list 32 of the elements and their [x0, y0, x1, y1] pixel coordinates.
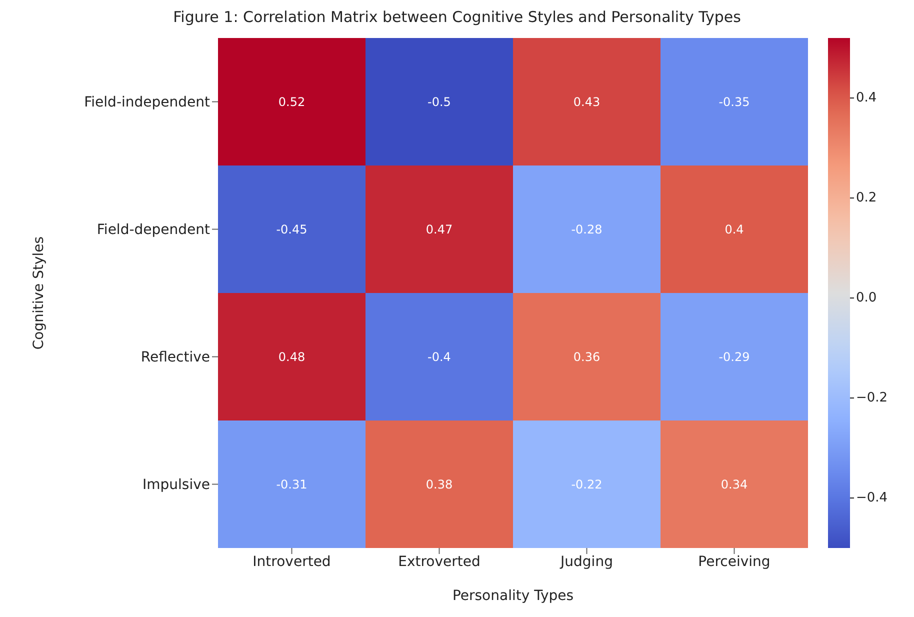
data-label: 0.47	[426, 222, 453, 236]
y-tick-label: Field-independent	[84, 94, 210, 111]
data-label: 0.52	[278, 94, 306, 109]
data-label: -0.29	[718, 350, 750, 364]
data-label: 0.34	[720, 477, 748, 492]
data-label: -0.45	[276, 222, 308, 236]
y-axis-title: Cognitive Styles	[30, 236, 47, 350]
color-bar-label: −0.2	[856, 390, 888, 406]
y-tick-label: Field-dependent	[96, 222, 210, 238]
data-label: 0.43	[573, 94, 600, 109]
data-label: 0.48	[278, 350, 306, 364]
x-tick-label: Introverted	[252, 554, 331, 570]
data-label: -0.31	[276, 477, 308, 492]
chart-title: Figure 1: Correlation Matrix between Cognitive Styles and Personality Types	[172, 8, 742, 28]
y-tick-label: Reflective	[140, 350, 210, 366]
data-label: -0.4	[428, 350, 451, 364]
data-label: -0.22	[571, 477, 602, 492]
data-label: -0.5	[428, 94, 451, 109]
data-label: -0.35	[718, 94, 750, 109]
data-label: 0.4	[724, 222, 744, 236]
color-bar-label: 0.4	[856, 90, 877, 106]
data-label: 0.36	[573, 350, 600, 364]
x-tick-label: Judging	[560, 554, 613, 570]
data-label: -0.28	[571, 222, 602, 236]
color-bar-label: −0.4	[856, 490, 888, 506]
data-label: 0.38	[426, 477, 453, 492]
x-tick-label: Extroverted	[398, 554, 480, 570]
color-bar-label: 0.2	[856, 190, 877, 206]
y-tick-label: Impulsive	[142, 477, 210, 494]
x-axis-title: Personality Types	[452, 588, 574, 604]
x-tick-label: Perceiving	[698, 554, 770, 570]
color-bar-label: 0.0	[856, 290, 877, 306]
